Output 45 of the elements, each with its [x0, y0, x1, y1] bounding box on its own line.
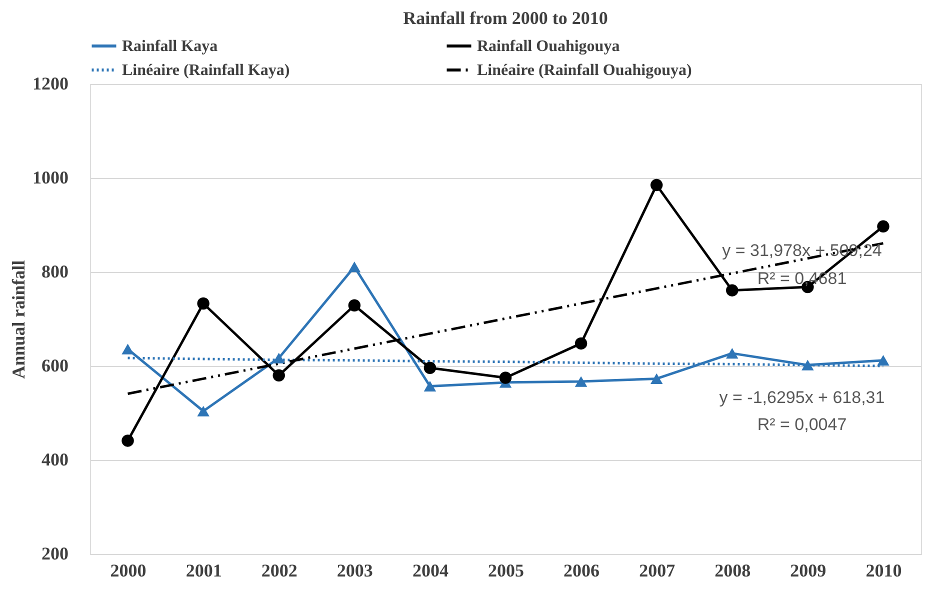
y-axis-title: Annual rainfall	[8, 260, 28, 379]
y-tick-label: 1000	[32, 168, 68, 188]
annotation: R² = 0,0047	[757, 415, 847, 434]
point	[726, 348, 738, 359]
x-tick-label: 2001	[186, 560, 222, 580]
point	[574, 337, 588, 350]
legend-label: Linéaire (Rainfall Ouahigouya)	[477, 62, 692, 79]
point	[802, 360, 814, 370]
point	[650, 373, 663, 384]
x-tick-label: 2007	[639, 560, 676, 580]
x-tick-label: 2002	[261, 560, 298, 580]
point	[272, 352, 285, 364]
annotation: y = -1,6295x + 618,31	[719, 388, 885, 407]
legend-label: Linéaire (Rainfall Kaya)	[122, 62, 290, 79]
x-tick-label: 2008	[714, 560, 751, 580]
x-tick-label: 2009	[790, 560, 826, 580]
point	[122, 344, 134, 354]
point	[877, 220, 890, 233]
legend-label: Rainfall Kaya	[122, 38, 218, 55]
x-tick-label: 2006	[564, 560, 600, 580]
point	[197, 297, 210, 310]
x-tick-label: 2005	[488, 560, 524, 580]
point	[348, 262, 361, 272]
x-tick-label: 2003	[336, 560, 373, 580]
y-tick-label: 600	[42, 356, 68, 376]
x-tick-label: 2004	[412, 560, 448, 580]
point	[272, 369, 285, 382]
point	[726, 284, 738, 296]
point	[122, 434, 134, 447]
point	[197, 406, 210, 416]
y-tick-label: 800	[42, 262, 68, 282]
point	[574, 376, 588, 387]
point	[877, 355, 890, 366]
point	[424, 362, 436, 374]
point	[499, 372, 512, 384]
y-tick-label: 400	[42, 450, 68, 470]
point	[348, 299, 361, 312]
chart-title: Rainfall from 2000 to 2010	[403, 8, 608, 28]
point	[650, 178, 663, 192]
legend-label: Rainfall Ouahigouya	[477, 38, 620, 55]
y-tick-label: 200	[42, 544, 68, 564]
x-tick-label: 2010	[866, 560, 902, 580]
point	[424, 380, 436, 392]
x-tick-label: 2000	[110, 560, 146, 580]
y-tick-label: 1200	[32, 74, 68, 94]
